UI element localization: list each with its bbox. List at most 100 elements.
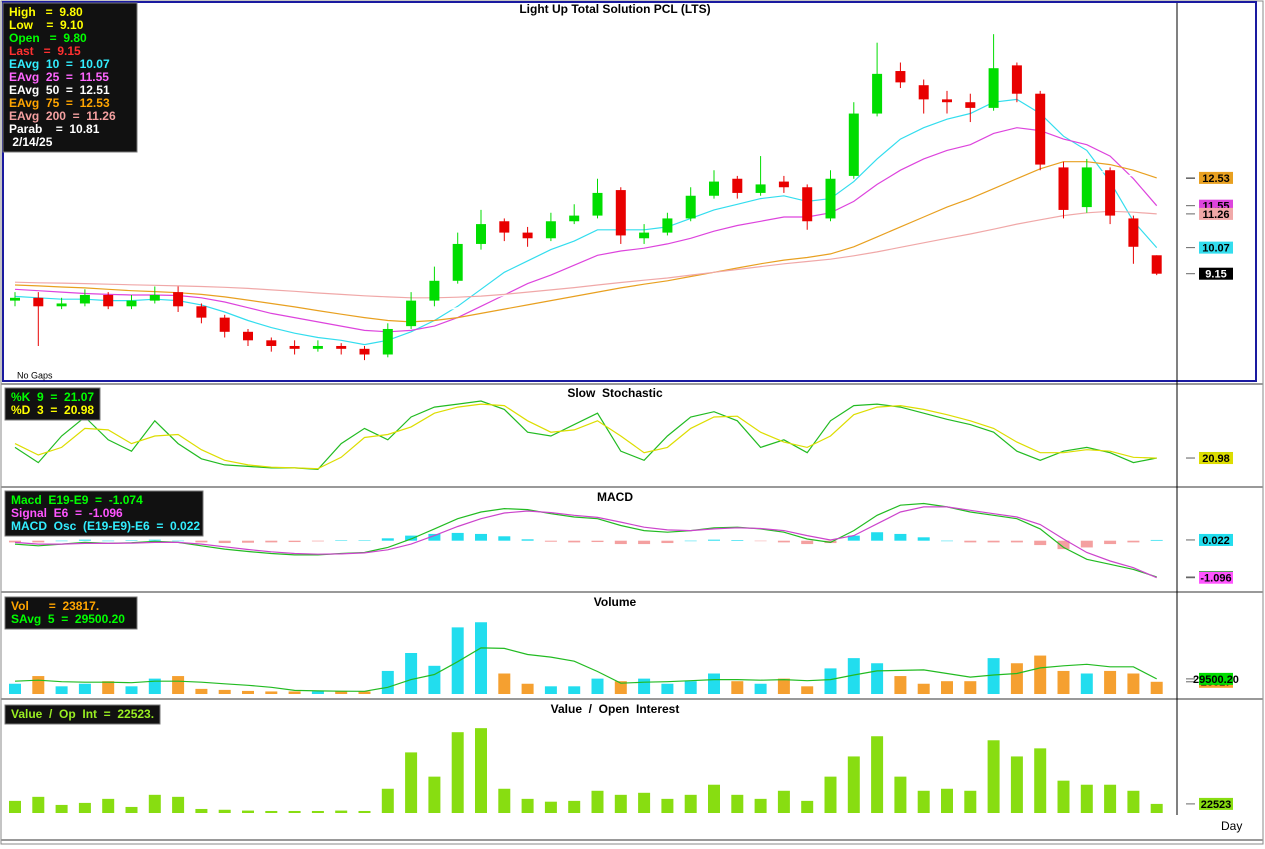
legend-entry: Last = 9.15 xyxy=(9,44,81,58)
bar xyxy=(614,681,627,694)
candle-body xyxy=(196,306,207,318)
bar xyxy=(498,673,511,694)
indicator-line xyxy=(14,502,1157,578)
bar xyxy=(871,736,884,813)
bar xyxy=(102,798,115,813)
bar xyxy=(708,539,720,541)
bar xyxy=(964,681,977,694)
candle-body xyxy=(173,292,184,307)
bar xyxy=(55,540,68,542)
bar xyxy=(684,681,697,694)
bar xyxy=(148,678,161,694)
panel-title: Volume xyxy=(594,595,637,609)
bar xyxy=(1057,780,1070,813)
candle-body xyxy=(476,224,486,244)
panel-title: MACD xyxy=(597,490,633,504)
legend-entry: Low = 9.10 xyxy=(9,18,84,32)
candle-body xyxy=(33,297,44,307)
indicator-line xyxy=(14,400,1157,471)
bar xyxy=(381,538,394,541)
bar xyxy=(847,535,860,541)
candle-body xyxy=(965,102,976,108)
bar xyxy=(614,794,627,813)
bar xyxy=(55,804,68,813)
bar xyxy=(754,540,767,542)
bar xyxy=(218,689,231,694)
bar xyxy=(125,540,138,541)
bar xyxy=(358,810,371,813)
bar xyxy=(777,678,790,694)
bar xyxy=(1010,540,1023,543)
bar xyxy=(358,540,371,541)
bar xyxy=(777,790,790,813)
bar xyxy=(148,539,161,541)
main-panel-border xyxy=(2,1,1257,382)
candle-body xyxy=(825,178,836,219)
candle-body xyxy=(592,192,603,216)
bar xyxy=(1104,784,1117,813)
bar xyxy=(242,540,254,543)
bar xyxy=(987,658,1000,694)
candle-body xyxy=(685,195,696,219)
candle-body xyxy=(662,218,673,233)
bar xyxy=(1150,681,1163,694)
bar xyxy=(428,776,441,813)
gap-note: No Gaps xyxy=(17,370,53,380)
candle-body xyxy=(639,232,650,239)
bar xyxy=(568,686,581,694)
bar xyxy=(824,776,837,813)
bar xyxy=(451,532,464,541)
bar xyxy=(1010,663,1023,694)
indicator-line xyxy=(14,506,1157,579)
bar xyxy=(451,627,464,694)
bar xyxy=(311,691,324,694)
value-tag-label: -1.096 xyxy=(1200,573,1231,585)
candle-body xyxy=(406,300,417,327)
bar xyxy=(917,537,930,541)
legend-box xyxy=(4,596,138,630)
bar xyxy=(941,788,953,813)
bar xyxy=(55,686,68,694)
legend-box xyxy=(4,490,204,537)
bar xyxy=(265,810,278,813)
bar xyxy=(777,540,790,543)
bar xyxy=(172,676,185,694)
bar xyxy=(288,691,301,694)
bar xyxy=(125,806,138,813)
candle-body xyxy=(1151,255,1162,274)
candle-body xyxy=(452,243,463,281)
value-tag xyxy=(1199,571,1233,584)
legend-entry: EAvg 50 = 12.51 xyxy=(9,83,110,97)
value-tag xyxy=(1199,241,1233,254)
candle-body xyxy=(243,331,253,341)
candle-body xyxy=(149,294,160,301)
bar xyxy=(335,810,348,813)
candle-body xyxy=(289,345,300,349)
bar xyxy=(1127,673,1140,694)
bar xyxy=(288,810,301,813)
candle-body xyxy=(942,99,952,103)
bar xyxy=(265,691,278,694)
bar xyxy=(847,756,860,813)
bar xyxy=(638,792,651,813)
bar xyxy=(195,808,208,813)
bar xyxy=(661,540,674,544)
bar xyxy=(521,798,534,813)
candle-body xyxy=(266,340,277,346)
bar xyxy=(917,790,930,813)
bar xyxy=(1057,540,1070,550)
bar xyxy=(358,691,371,694)
bar xyxy=(1150,803,1163,813)
candle-body xyxy=(1105,170,1116,216)
value-tag-label: 22523 xyxy=(1201,799,1232,811)
value-tag-label: 11.26 xyxy=(1203,209,1230,221)
bar xyxy=(638,540,651,545)
bar xyxy=(78,802,91,813)
bar xyxy=(172,796,185,813)
bar xyxy=(544,686,557,694)
candle-body xyxy=(569,215,580,222)
candle-body xyxy=(429,280,440,301)
bar xyxy=(661,798,674,813)
